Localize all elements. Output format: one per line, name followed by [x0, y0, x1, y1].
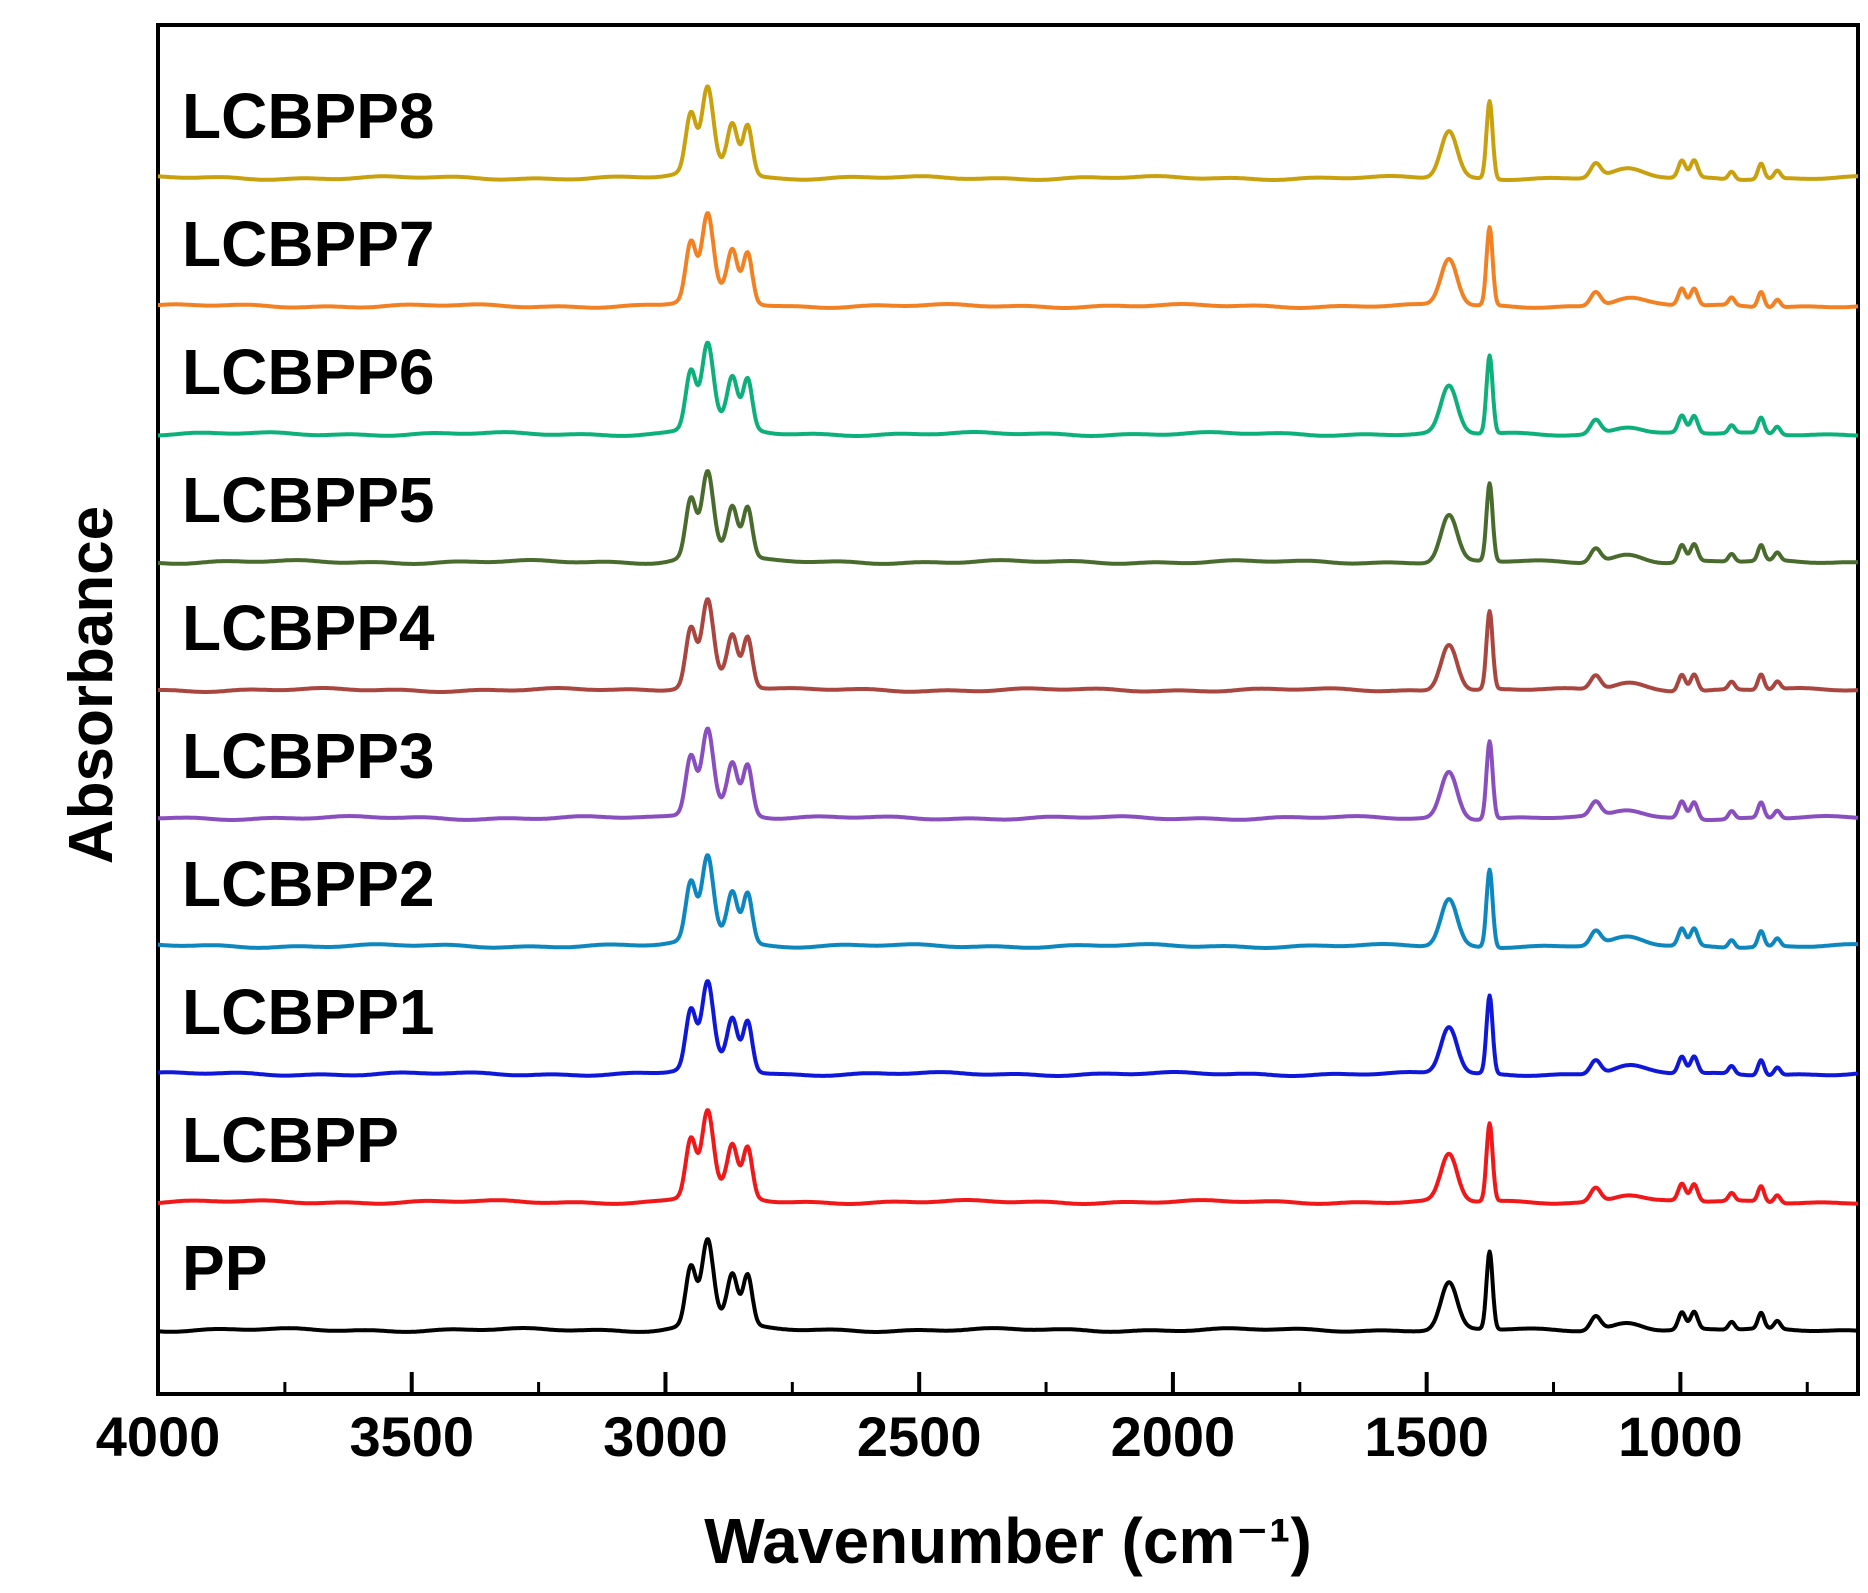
series-group: [157, 84, 1859, 1334]
x-axis-ticks-group: 4000 3500 3000 2500 2000 1500 1000: [96, 1372, 1809, 1468]
series-labels-group: LCBPP8 LCBPP7 LCBPP6 LCBPP5 LCBPP4 LCBPP3 LCBP…: [182, 80, 435, 1304]
x-tick-label-4000: 4000: [96, 1405, 221, 1468]
series-line-lcbpp5: [157, 469, 1859, 566]
y-axis-title: Absorbance: [57, 506, 126, 864]
series-line-lcbpp3: [157, 726, 1859, 822]
x-tick-label-1000: 1000: [1618, 1405, 1743, 1468]
series-line-pp: [157, 1237, 1859, 1334]
series-label-lcbpp3: LCBPP3: [182, 720, 435, 792]
series-line-lcbpp1: [157, 979, 1859, 1078]
x-tick-label-1500: 1500: [1364, 1405, 1489, 1468]
x-tick-label-3000: 3000: [603, 1405, 728, 1468]
x-tick-label-3500: 3500: [349, 1405, 474, 1468]
series-line-lcbpp7: [157, 211, 1859, 310]
series-label-lcbpp5: LCBPP5: [182, 464, 435, 536]
series-label-lcbpp: LCBPP: [182, 1104, 399, 1176]
series-label-lcbpp2: LCBPP2: [182, 848, 435, 920]
plot-frame: [156, 23, 1860, 1396]
series-label-lcbpp1: LCBPP1: [182, 976, 435, 1048]
x-axis-title: Wavenumber (cm⁻¹): [704, 1505, 1312, 1577]
series-line-lcbpp: [157, 1108, 1859, 1206]
series-label-lcbpp4: LCBPP4: [182, 592, 435, 664]
x-tick-label-2000: 2000: [1111, 1405, 1236, 1468]
x-tick-label-2500: 2500: [857, 1405, 982, 1468]
series-label-pp: PP: [182, 1232, 267, 1304]
series-line-lcbpp6: [157, 340, 1859, 438]
series-label-lcbpp6: LCBPP6: [182, 336, 435, 408]
series-label-lcbpp7: LCBPP7: [182, 208, 435, 280]
series-label-lcbpp8: LCBPP8: [182, 80, 435, 152]
series-line-lcbpp8: [157, 84, 1859, 182]
series-line-lcbpp4: [157, 597, 1859, 694]
series-line-lcbpp2: [157, 853, 1859, 950]
